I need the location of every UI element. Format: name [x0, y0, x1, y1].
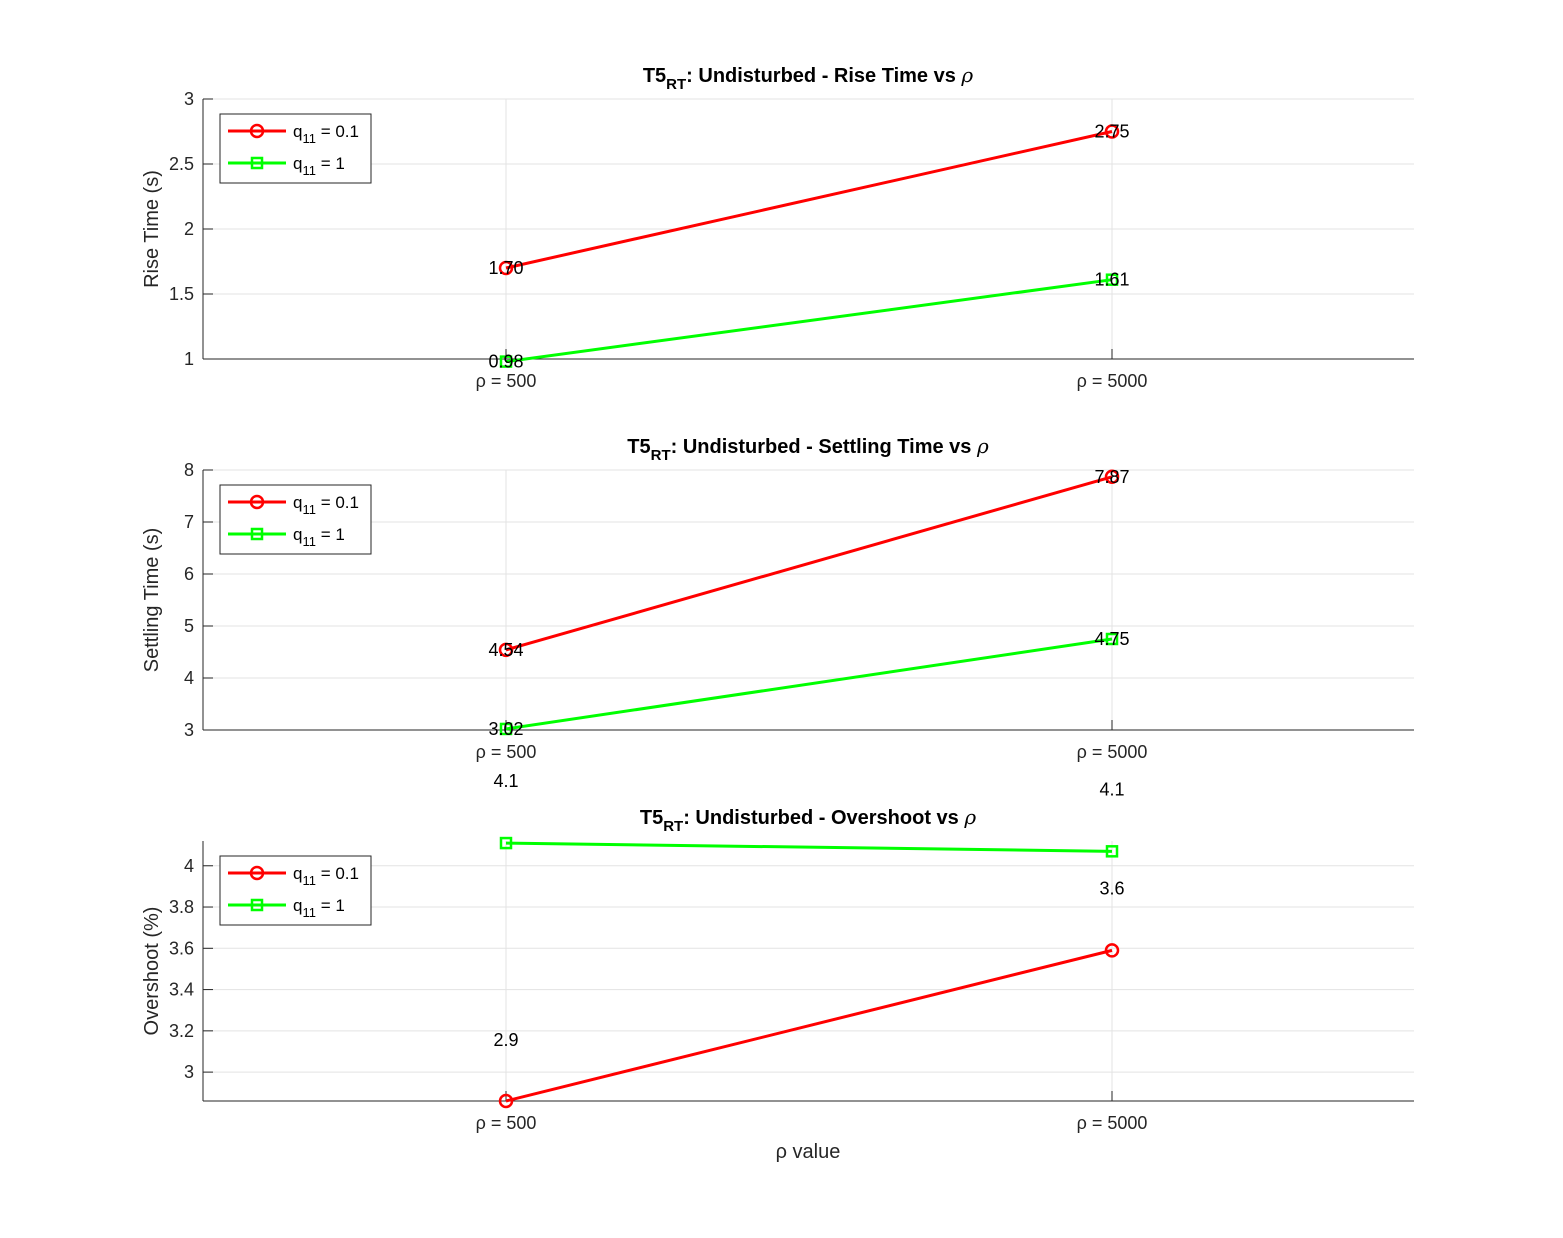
series-line-1 [505, 130, 1113, 270]
legend-marker [250, 156, 264, 170]
y-tick-label: 1 [184, 349, 194, 369]
legend: q11 = 0.1 q11 = 1 [219, 855, 372, 926]
legend-marker [249, 123, 265, 139]
data-label: 0.98 [488, 352, 523, 372]
x-tick-label: ρ = 5000 [1077, 742, 1148, 762]
x-axis-label: ρ value [776, 1141, 841, 1163]
x-tick-label: ρ = 5000 [1077, 371, 1148, 391]
data-point [498, 1093, 514, 1109]
y-tick-label: 3 [184, 89, 194, 109]
data-label: 4.54 [488, 640, 523, 660]
data-label: 1.70 [488, 258, 523, 278]
data-label: 2.75 [1094, 122, 1129, 142]
legend-marker [250, 527, 264, 541]
data-point [1105, 273, 1119, 286]
series-line-2 [505, 278, 1113, 364]
chart-title: T5RT: Undisturbed - Overshoot vs ρ [640, 805, 977, 835]
y-axis-label: Overshoot (%) [141, 907, 163, 1036]
data-point [1104, 943, 1120, 958]
legend-label: q11 = 1 [293, 525, 345, 549]
chart-panel-1: 1 1.5 2 2.5 3 ρ = 500 ρ = 5000 Rise Time (s) T5R… [141, 63, 1414, 391]
y-tick-label: 7 [184, 512, 194, 532]
data-point [498, 642, 514, 658]
y-tick-label: 2.5 [169, 154, 194, 174]
x-tick-label: ρ = 500 [476, 371, 537, 391]
data-label: 3.6 [1099, 878, 1124, 898]
data-point [499, 836, 513, 850]
y-tick-label: 3.2 [169, 1021, 194, 1041]
data-label: 1.61 [1094, 270, 1129, 290]
data-point [1104, 124, 1120, 139]
series-line-1 [505, 475, 1113, 652]
legend-label: q11 = 0.1 [293, 864, 359, 888]
y-tick-label: 4 [184, 856, 194, 876]
data-point [499, 355, 513, 368]
legend-marker [249, 494, 265, 510]
data-label: 3.02 [488, 719, 523, 739]
legend-box [219, 855, 372, 926]
y-tick-label: 6 [184, 564, 194, 584]
y-tick-label: 3 [184, 1062, 194, 1082]
data-point [498, 260, 514, 276]
y-tick-label: 4 [184, 668, 194, 688]
y-tick-label: 2 [184, 219, 194, 239]
legend-label: q11 = 0.1 [293, 122, 359, 146]
plot-area [203, 470, 1414, 730]
legend-label: q11 = 1 [293, 154, 345, 178]
series-line-2 [505, 841, 1113, 853]
legend-marker [249, 865, 265, 881]
chart-title: T5RT: Undisturbed - Settling Time vs ρ [627, 434, 989, 464]
chart-panels: 1 1.5 2 2.5 3 ρ = 500 ρ = 5000 Rise Time (s) T5R… [141, 63, 1414, 1133]
y-tick-label: 3 [184, 720, 194, 740]
y-axis-label: Rise Time (s) [141, 170, 163, 288]
x-tick-label: ρ = 500 [476, 1113, 537, 1133]
y-tick-label: 8 [184, 460, 194, 480]
data-label: 4.1 [1099, 779, 1124, 799]
data-label: 4.75 [1094, 629, 1129, 649]
y-tick-label: 1.5 [169, 284, 194, 304]
legend: q11 = 0.1 q11 = 1 [219, 113, 372, 184]
legend-box [219, 113, 372, 184]
y-axis-label: Settling Time (s) [141, 528, 163, 672]
legend-marker [250, 898, 264, 912]
chart-panel-2: 3 4 5 6 7 8 ρ = 500 ρ = 5000 Settling Time (s) T5… [141, 434, 1414, 762]
legend: q11 = 0.1 q11 = 1 [219, 484, 372, 555]
data-point [1104, 469, 1120, 485]
plot-area [203, 841, 1414, 1101]
y-tick-label: 3.6 [169, 938, 194, 958]
data-point [499, 722, 513, 736]
x-tick-label: ρ = 500 [476, 742, 537, 762]
data-point [1105, 632, 1119, 646]
series-line-1 [505, 948, 1113, 1103]
legend-box [219, 484, 372, 555]
x-tick-label: ρ = 5000 [1077, 1113, 1148, 1133]
y-tick-label: 5 [184, 616, 194, 636]
data-label: 4.1 [493, 771, 518, 791]
series-line-2 [505, 637, 1113, 731]
data-label: 7.87 [1094, 467, 1129, 487]
chart-panel-3: 3 3.2 3.4 3.6 3.8 4 ρ = 500 ρ = 5000 Overshoot (… [141, 771, 1414, 1133]
chart-title: T5RT: Undisturbed - Rise Time vs ρ [643, 63, 974, 93]
data-label: 2.9 [493, 1030, 518, 1050]
data-point [1105, 845, 1119, 858]
legend-label: q11 = 0.1 [293, 493, 359, 517]
y-tick-label: 3.4 [169, 980, 194, 1000]
legend-label: q11 = 1 [293, 896, 345, 920]
y-tick-label: 3.8 [169, 897, 194, 917]
